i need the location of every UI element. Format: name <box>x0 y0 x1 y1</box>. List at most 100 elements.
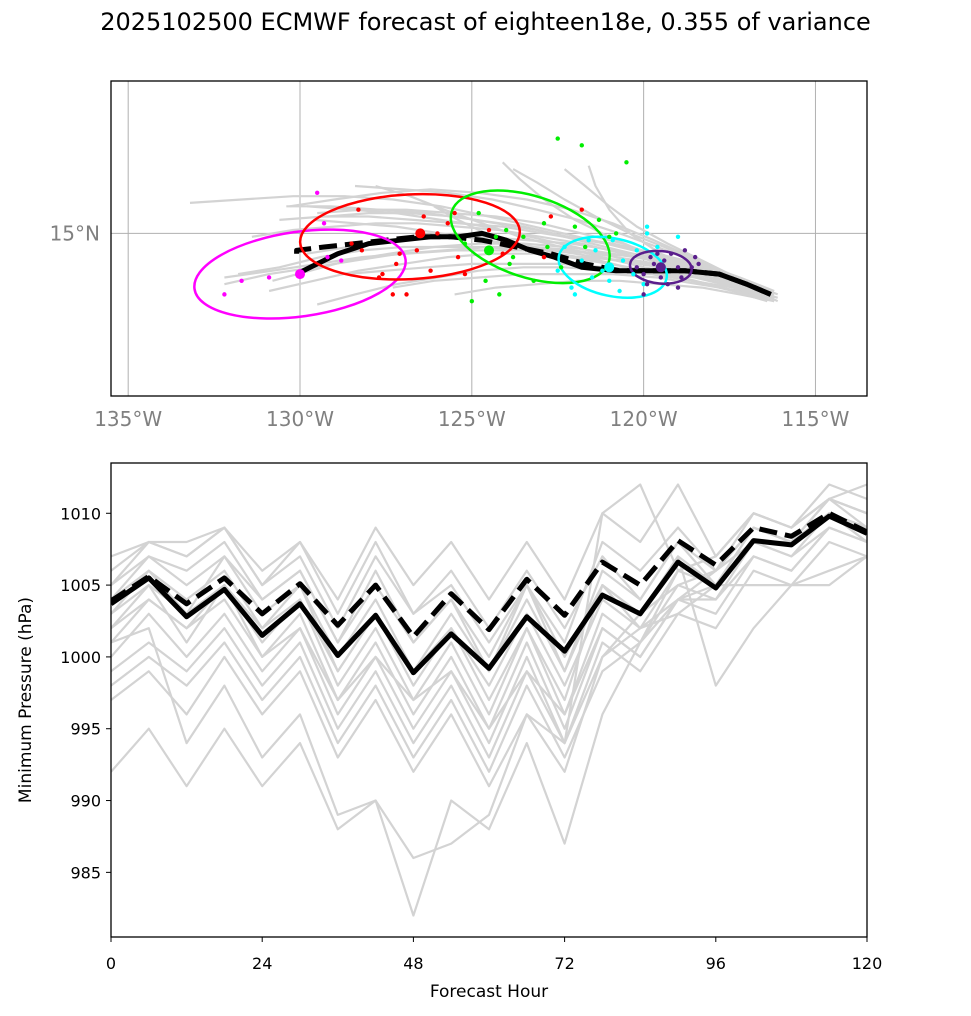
map-position-point <box>641 282 646 287</box>
map-position-point <box>620 258 626 263</box>
pressure-x-tick-label: 0 <box>106 954 116 973</box>
pressure-x-tick-label: 24 <box>252 954 272 973</box>
map-position-point <box>497 292 502 297</box>
pressure-ensemble-line <box>111 540 867 745</box>
map-ensemble-track <box>512 168 775 293</box>
pressure-ensemble-line <box>111 555 867 702</box>
map-position-point <box>314 190 320 195</box>
pressure-y-tick-label: 1000 <box>60 648 101 667</box>
map-position-point <box>634 265 639 270</box>
map-position-point <box>651 261 657 267</box>
map-ensemble-track <box>306 205 772 299</box>
map-position-point <box>486 227 492 233</box>
map-position-point <box>469 298 475 304</box>
ellipse-red <box>298 192 522 281</box>
pressure-mean-line <box>111 513 867 676</box>
map-position-point <box>593 248 598 253</box>
map-position-point <box>579 258 584 263</box>
map-position-point <box>507 261 512 267</box>
map-position-point <box>394 261 399 267</box>
map-position-point <box>558 265 564 270</box>
map-position-point <box>476 210 481 216</box>
ellipse-center-magenta <box>295 269 305 280</box>
map-position-point <box>380 271 385 277</box>
ellipse-purple <box>628 249 693 285</box>
map-position-point <box>658 275 664 280</box>
map-position-point <box>692 254 698 260</box>
map-position-point <box>679 275 684 280</box>
ellipse-center-green <box>484 245 494 256</box>
map-position-point <box>579 207 584 212</box>
map-position-point <box>541 254 547 260</box>
map-position-point <box>689 265 694 270</box>
map-position-point <box>404 292 409 297</box>
pressure-ensemble-line <box>111 526 867 730</box>
map-frame <box>110 80 868 397</box>
map-position-point <box>589 275 595 280</box>
map-position-point <box>600 268 605 273</box>
map-position-point <box>555 268 560 273</box>
map-position-point <box>631 271 636 277</box>
pressure-panel: 0 24 48 72 96 120 985 990 995 1000 1005 1010 Foreca… <box>16 462 882 1002</box>
map-position-point <box>555 136 560 141</box>
map-position-point <box>356 207 361 212</box>
map-position-point <box>641 271 646 277</box>
map-position-point <box>428 268 433 273</box>
map-position-point <box>483 278 488 284</box>
pressure-frame <box>110 462 868 938</box>
map-position-point <box>445 221 450 226</box>
map-position-point <box>266 275 272 280</box>
pressure-xlabel: Forecast Hour <box>430 982 548 1002</box>
pressure-x-tick-label: 48 <box>403 954 423 973</box>
map-position-point <box>644 231 650 236</box>
map-position-point <box>624 160 629 165</box>
pressure-y-tick-label: 985 <box>70 863 101 882</box>
map-position-point <box>607 234 612 240</box>
pressure-ensemble-line <box>111 483 867 601</box>
map-position-point <box>452 210 457 216</box>
map-position-point <box>607 278 612 284</box>
map-position-point <box>644 282 650 287</box>
map-position-point <box>414 248 420 253</box>
map-position-point <box>455 254 461 260</box>
map-position-point <box>390 292 395 297</box>
map-ensemble-track <box>454 279 775 303</box>
map-ensemble-track <box>354 184 765 293</box>
pressure-y-tick-label: 995 <box>70 720 101 739</box>
map-ensemble-track <box>433 205 761 299</box>
pressure-x-tick-label: 72 <box>554 954 574 973</box>
map-position-point <box>634 248 639 253</box>
map-position-point <box>668 251 674 256</box>
map-position-point <box>397 251 402 256</box>
map-x-tick-label: 120°W <box>610 407 678 431</box>
map-x-tick-label: 135°W <box>94 407 162 431</box>
map-position-point <box>617 288 622 294</box>
map-uncertainty-ellipses <box>193 189 693 320</box>
map-ensemble-track <box>317 208 772 296</box>
pressure-ensemble-line <box>111 555 867 673</box>
map-position-point <box>655 251 660 256</box>
pressure-y-tick-label: 1005 <box>60 576 101 595</box>
map-position-point <box>596 217 602 223</box>
pressure-ticks: 0 24 48 72 96 120 985 990 995 1000 1005 1010 <box>60 504 882 973</box>
map-position-point <box>572 224 578 229</box>
map-position-point <box>662 258 667 263</box>
map-position-point <box>376 275 382 280</box>
map-ensemble-track <box>289 188 765 292</box>
map-position-point <box>579 143 584 148</box>
map-position-point <box>682 248 688 253</box>
map-position-point <box>675 234 681 240</box>
map-position-point <box>421 214 426 219</box>
map-position-point <box>583 244 588 250</box>
map-position-point <box>675 285 681 290</box>
map-position-point <box>239 278 244 284</box>
pressure-x-tick-label: 120 <box>852 954 883 973</box>
map-position-point <box>648 254 653 260</box>
map-x-tick-label: 125°W <box>438 407 506 431</box>
ellipse-cyan <box>557 235 669 299</box>
map-position-point <box>665 282 670 287</box>
map-tick-labels: 135°W 130°W 125°W 120°W 115°W 15°N <box>50 221 850 431</box>
map-position-point <box>675 265 681 270</box>
pressure-mean-lines <box>111 510 867 676</box>
ellipse-center-red <box>415 228 426 239</box>
